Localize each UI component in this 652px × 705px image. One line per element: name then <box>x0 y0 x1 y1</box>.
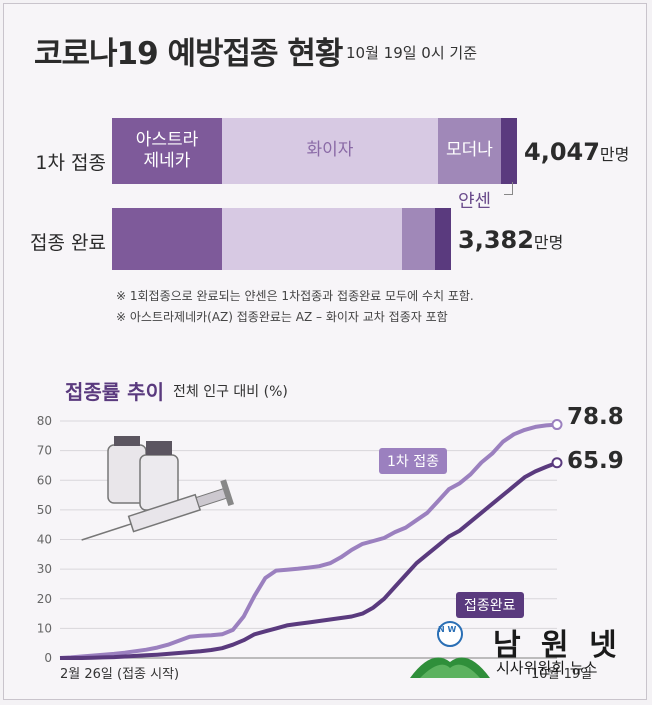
chart-grid <box>60 420 557 659</box>
y-tick-label: 10 <box>37 621 52 635</box>
y-tick-label: 20 <box>37 592 52 606</box>
legend-first-dose: 1차 접종 <box>379 448 447 474</box>
legend-complete: 접종완료 <box>456 592 524 618</box>
janssen-label: 얀센 <box>458 191 492 212</box>
logo-badge: N W <box>438 625 457 634</box>
segment-astrazeneca: 아스트라 제네카 <box>112 118 222 184</box>
series-line-0 <box>59 422 558 660</box>
series-lines <box>59 419 563 660</box>
chart-subtitle: 전체 인구 대비 (%) <box>173 384 288 400</box>
complete-final-value: 65.9 <box>567 448 624 474</box>
note-janssen: ※ 1회접종으로 완료되는 얀센은 1차접종과 접종완료 모두에 수치 포함. <box>116 289 474 303</box>
x-start-label: 2월 26일 (접종 시작) <box>60 667 180 682</box>
logo-name: 남 원 넷 <box>493 628 622 663</box>
y-tick-label: 0 <box>44 651 52 665</box>
segment-astrazeneca-complete <box>112 208 222 270</box>
janssen-bracket <box>504 182 513 195</box>
y-tick-label: 60 <box>37 473 52 487</box>
first-dose-label: 1차 접종 <box>35 152 106 174</box>
vaccine-illustration <box>81 436 235 541</box>
y-tick-label: 70 <box>37 444 52 458</box>
note-az: ※ 아스트라제네카(AZ) 접종완료는 AZ – 화이자 교차 접종자 포함 <box>116 310 448 324</box>
page-subtitle: 10월 19일 0시 기준 <box>346 44 478 62</box>
segment-pfizer: 화이자 <box>222 118 438 184</box>
segment-janssen <box>501 118 517 184</box>
segment-janssen-complete <box>435 208 451 270</box>
y-tick-label: 30 <box>37 562 52 576</box>
segment-pfizer-complete <box>222 208 402 270</box>
series-end-point-0 <box>551 419 563 431</box>
chart-title: 접종률 추이 <box>65 380 164 404</box>
series-end-point-1 <box>551 457 563 469</box>
first-dose-final-value: 78.8 <box>567 404 624 430</box>
segment-moderna-complete <box>402 208 435 270</box>
x-end-label: 10월 19일 <box>531 667 593 682</box>
logo-tagline: 시사위원회 뉴스 <box>496 659 598 677</box>
logo-icon <box>410 621 490 678</box>
y-tick-labels: 0 10 20 30 40 50 60 70 80 <box>37 414 52 665</box>
y-tick-label: 80 <box>37 414 52 428</box>
first-dose-total: 4,047만명 <box>524 138 630 166</box>
y-tick-label: 50 <box>37 503 52 517</box>
page-title: 코로나19 예방접종 현황 <box>34 36 343 72</box>
y-tick-label: 40 <box>37 533 52 547</box>
complete-label: 접종 완료 <box>30 232 106 254</box>
segment-moderna: 모더나 <box>438 118 501 184</box>
series-line-1 <box>60 460 558 660</box>
complete-total: 3,382만명 <box>458 226 564 254</box>
